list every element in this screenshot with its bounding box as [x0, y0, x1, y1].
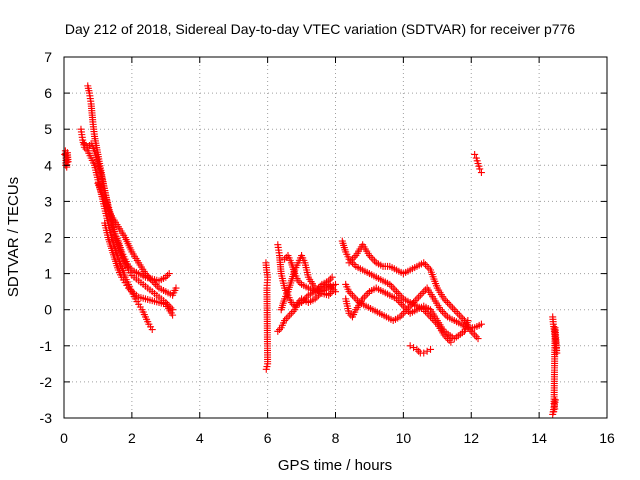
data-point [447, 338, 455, 346]
series-group [342, 280, 485, 332]
x-tick-label: 0 [60, 430, 68, 446]
data-point [172, 284, 180, 292]
series-group [281, 252, 339, 296]
data-point [471, 150, 479, 158]
data-point [332, 288, 339, 296]
axis-ticks [63, 56, 608, 419]
data-point [328, 273, 336, 281]
y-tick-label: 2 [44, 230, 52, 246]
y-tick-label: -3 [40, 410, 53, 426]
data-point [551, 396, 559, 404]
series-group [262, 259, 272, 373]
x-tick-label: 14 [531, 430, 547, 446]
series-group [80, 140, 173, 285]
y-tick-label: 7 [44, 49, 52, 65]
chart-title: Day 212 of 2018, Sidereal Day-to-day VTE… [65, 21, 575, 37]
series-group [338, 237, 455, 346]
x-tick-label: 10 [396, 430, 412, 446]
data-point [64, 158, 72, 166]
data-point [169, 311, 177, 319]
data-point [477, 320, 485, 328]
y-tick-label: 6 [44, 85, 52, 101]
y-tick-label: 3 [44, 193, 52, 209]
x-tick-label: 12 [463, 430, 479, 446]
data-point [332, 280, 339, 288]
data-point [474, 335, 482, 343]
y-axis-label: SDTVAR / TECUs [5, 177, 22, 297]
x-tick-label: 4 [196, 430, 204, 446]
series-group [101, 219, 177, 319]
series-group [342, 284, 472, 343]
y-tick-label: -2 [40, 374, 53, 390]
series-group [94, 179, 180, 299]
y-tick-labels: -3 -2 -1 0 1 2 3 4 5 6 7 [40, 49, 53, 426]
x-tick-labels: 0 2 4 6 8 10 12 14 16 [60, 430, 615, 446]
series-group [406, 342, 435, 357]
series-group [471, 150, 485, 177]
data-points [61, 82, 561, 418]
data-point [165, 270, 173, 278]
y-tick-label: 0 [44, 302, 52, 318]
y-tick-label: 4 [44, 157, 52, 173]
data-point [477, 169, 485, 177]
x-tick-label: 16 [599, 430, 615, 446]
data-point [464, 317, 472, 325]
x-axis-label: GPS time / hours [278, 457, 392, 474]
grid [64, 57, 607, 418]
x-tick-label: 6 [264, 430, 272, 446]
x-tick-label: 2 [128, 430, 136, 446]
data-point [427, 345, 435, 353]
y-tick-label: -1 [40, 338, 53, 354]
series-group [277, 252, 336, 314]
y-tick-label: 1 [44, 266, 52, 282]
series-group [549, 313, 561, 418]
x-tick-label: 8 [332, 430, 340, 446]
y-tick-label: 5 [44, 121, 52, 137]
data-point [148, 326, 156, 334]
data-point [262, 365, 270, 373]
data-point [476, 165, 484, 173]
series-group [345, 241, 482, 343]
